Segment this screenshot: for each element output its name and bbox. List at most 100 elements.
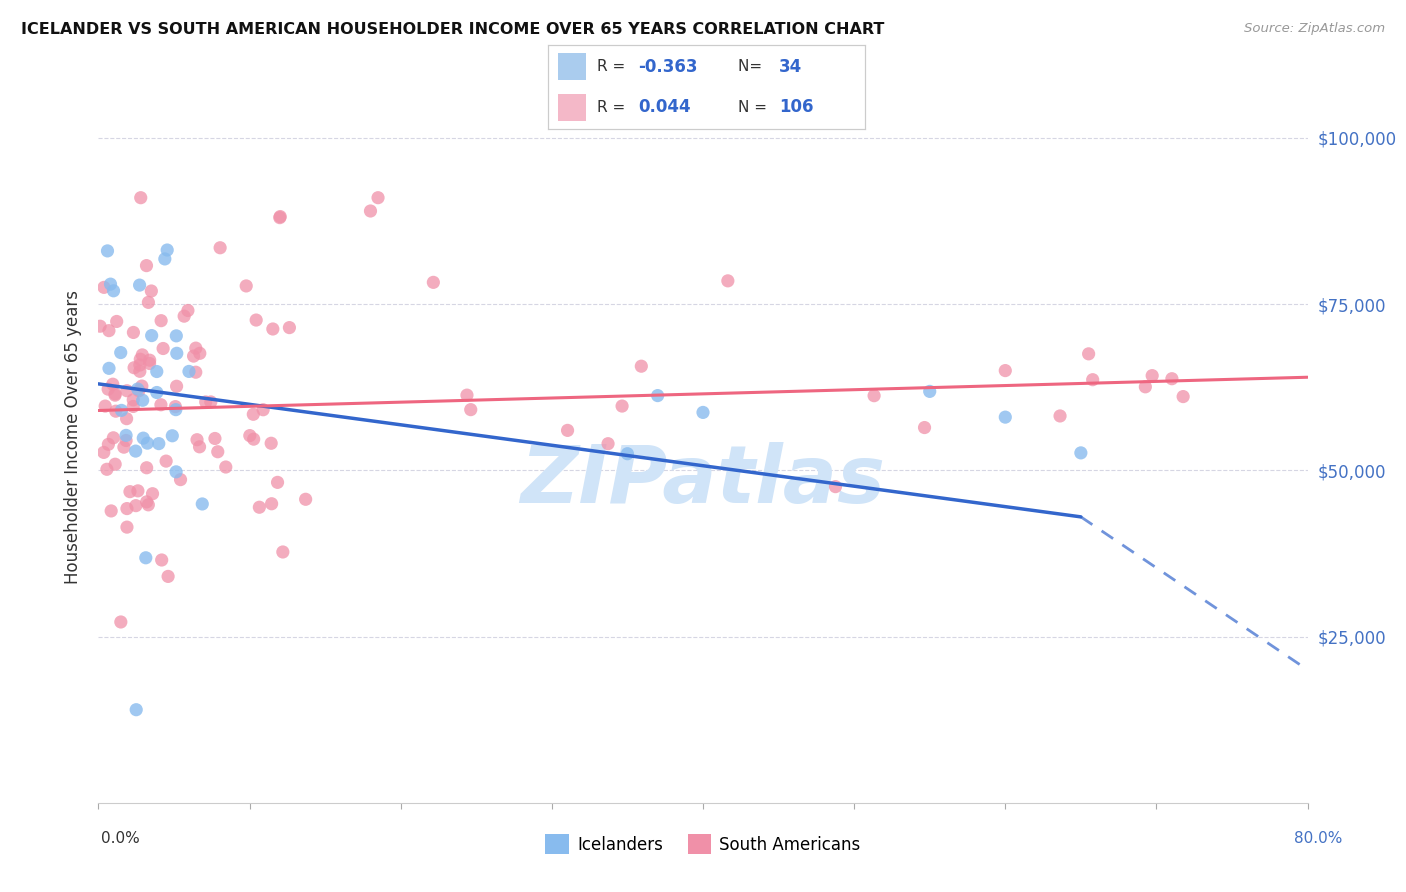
Point bbox=[128, 278, 150, 293]
Point bbox=[184, 341, 207, 355]
Point bbox=[97, 324, 120, 338]
Point bbox=[100, 277, 122, 292]
Point bbox=[994, 410, 1017, 425]
Point bbox=[266, 475, 288, 490]
Point bbox=[184, 365, 207, 379]
Point bbox=[155, 454, 177, 468]
Point bbox=[165, 329, 187, 343]
Bar bbox=[558, 94, 586, 120]
Point bbox=[149, 398, 172, 412]
Point bbox=[93, 445, 115, 459]
Point bbox=[1140, 368, 1163, 383]
Point bbox=[717, 274, 740, 288]
Point bbox=[150, 314, 173, 328]
Text: -0.363: -0.363 bbox=[638, 58, 697, 76]
Point bbox=[110, 345, 132, 359]
Point bbox=[122, 326, 145, 340]
Point bbox=[122, 400, 145, 414]
Point bbox=[146, 365, 169, 379]
Point bbox=[115, 520, 138, 534]
Point bbox=[93, 280, 115, 294]
Point bbox=[166, 346, 188, 360]
Point bbox=[177, 364, 200, 378]
Text: R =: R = bbox=[598, 100, 636, 115]
Point bbox=[245, 313, 267, 327]
Point bbox=[135, 550, 157, 565]
Point bbox=[1049, 409, 1071, 423]
Point bbox=[115, 434, 138, 448]
Point bbox=[824, 480, 846, 494]
Point bbox=[138, 357, 160, 371]
Point bbox=[165, 465, 187, 479]
Point bbox=[242, 407, 264, 421]
Point bbox=[157, 569, 180, 583]
Point bbox=[360, 204, 382, 219]
Point bbox=[135, 259, 157, 273]
Point bbox=[136, 436, 159, 450]
Text: 34: 34 bbox=[779, 58, 803, 76]
Point bbox=[1135, 380, 1157, 394]
Point bbox=[127, 382, 149, 396]
Point bbox=[104, 387, 127, 401]
Text: 80.0%: 80.0% bbox=[1295, 831, 1343, 847]
Point bbox=[177, 303, 200, 318]
Point bbox=[105, 314, 128, 328]
Point bbox=[630, 359, 652, 374]
Point bbox=[173, 309, 195, 323]
Y-axis label: Householder Income Over 65 years: Householder Income Over 65 years bbox=[65, 290, 83, 584]
Point bbox=[156, 243, 179, 257]
Point bbox=[125, 703, 148, 717]
Point bbox=[610, 399, 633, 413]
Point bbox=[235, 279, 257, 293]
Text: 0.044: 0.044 bbox=[638, 98, 692, 116]
Point bbox=[247, 500, 270, 515]
Point bbox=[128, 384, 150, 398]
Point bbox=[100, 504, 122, 518]
Point bbox=[200, 395, 222, 409]
Point bbox=[194, 395, 217, 409]
Point bbox=[152, 342, 174, 356]
Point bbox=[209, 241, 232, 255]
Point bbox=[97, 382, 120, 396]
Point bbox=[135, 495, 157, 509]
Point bbox=[596, 436, 619, 450]
Point bbox=[269, 210, 291, 224]
Point bbox=[104, 388, 127, 402]
Point bbox=[132, 431, 155, 445]
Point bbox=[115, 411, 138, 425]
Point bbox=[260, 497, 283, 511]
Point bbox=[616, 447, 638, 461]
Point bbox=[188, 440, 211, 454]
Point bbox=[914, 420, 936, 434]
Point bbox=[204, 432, 226, 446]
Text: R =: R = bbox=[598, 59, 630, 74]
Text: ZIPatlas: ZIPatlas bbox=[520, 442, 886, 520]
Point bbox=[148, 436, 170, 450]
Point bbox=[460, 402, 482, 417]
Point bbox=[994, 363, 1017, 377]
Point bbox=[112, 440, 135, 454]
Point bbox=[118, 484, 141, 499]
Text: N =: N = bbox=[738, 100, 772, 115]
Point bbox=[294, 492, 316, 507]
Point bbox=[128, 364, 150, 378]
Point bbox=[1081, 373, 1104, 387]
Point bbox=[260, 436, 283, 450]
Point bbox=[131, 348, 153, 362]
Point bbox=[136, 498, 159, 512]
Point bbox=[141, 284, 163, 298]
Point bbox=[215, 460, 238, 475]
Point bbox=[692, 405, 714, 419]
Point bbox=[122, 392, 145, 407]
Point bbox=[262, 322, 284, 336]
Point bbox=[127, 483, 149, 498]
Point bbox=[122, 360, 145, 375]
Point bbox=[252, 402, 274, 417]
Point bbox=[115, 384, 138, 398]
Point bbox=[89, 319, 111, 334]
Point bbox=[129, 191, 152, 205]
Text: ICELANDER VS SOUTH AMERICAN HOUSEHOLDER INCOME OVER 65 YEARS CORRELATION CHART: ICELANDER VS SOUTH AMERICAN HOUSEHOLDER … bbox=[21, 22, 884, 37]
Text: 106: 106 bbox=[779, 98, 814, 116]
Point bbox=[125, 499, 148, 513]
Point bbox=[183, 349, 205, 363]
